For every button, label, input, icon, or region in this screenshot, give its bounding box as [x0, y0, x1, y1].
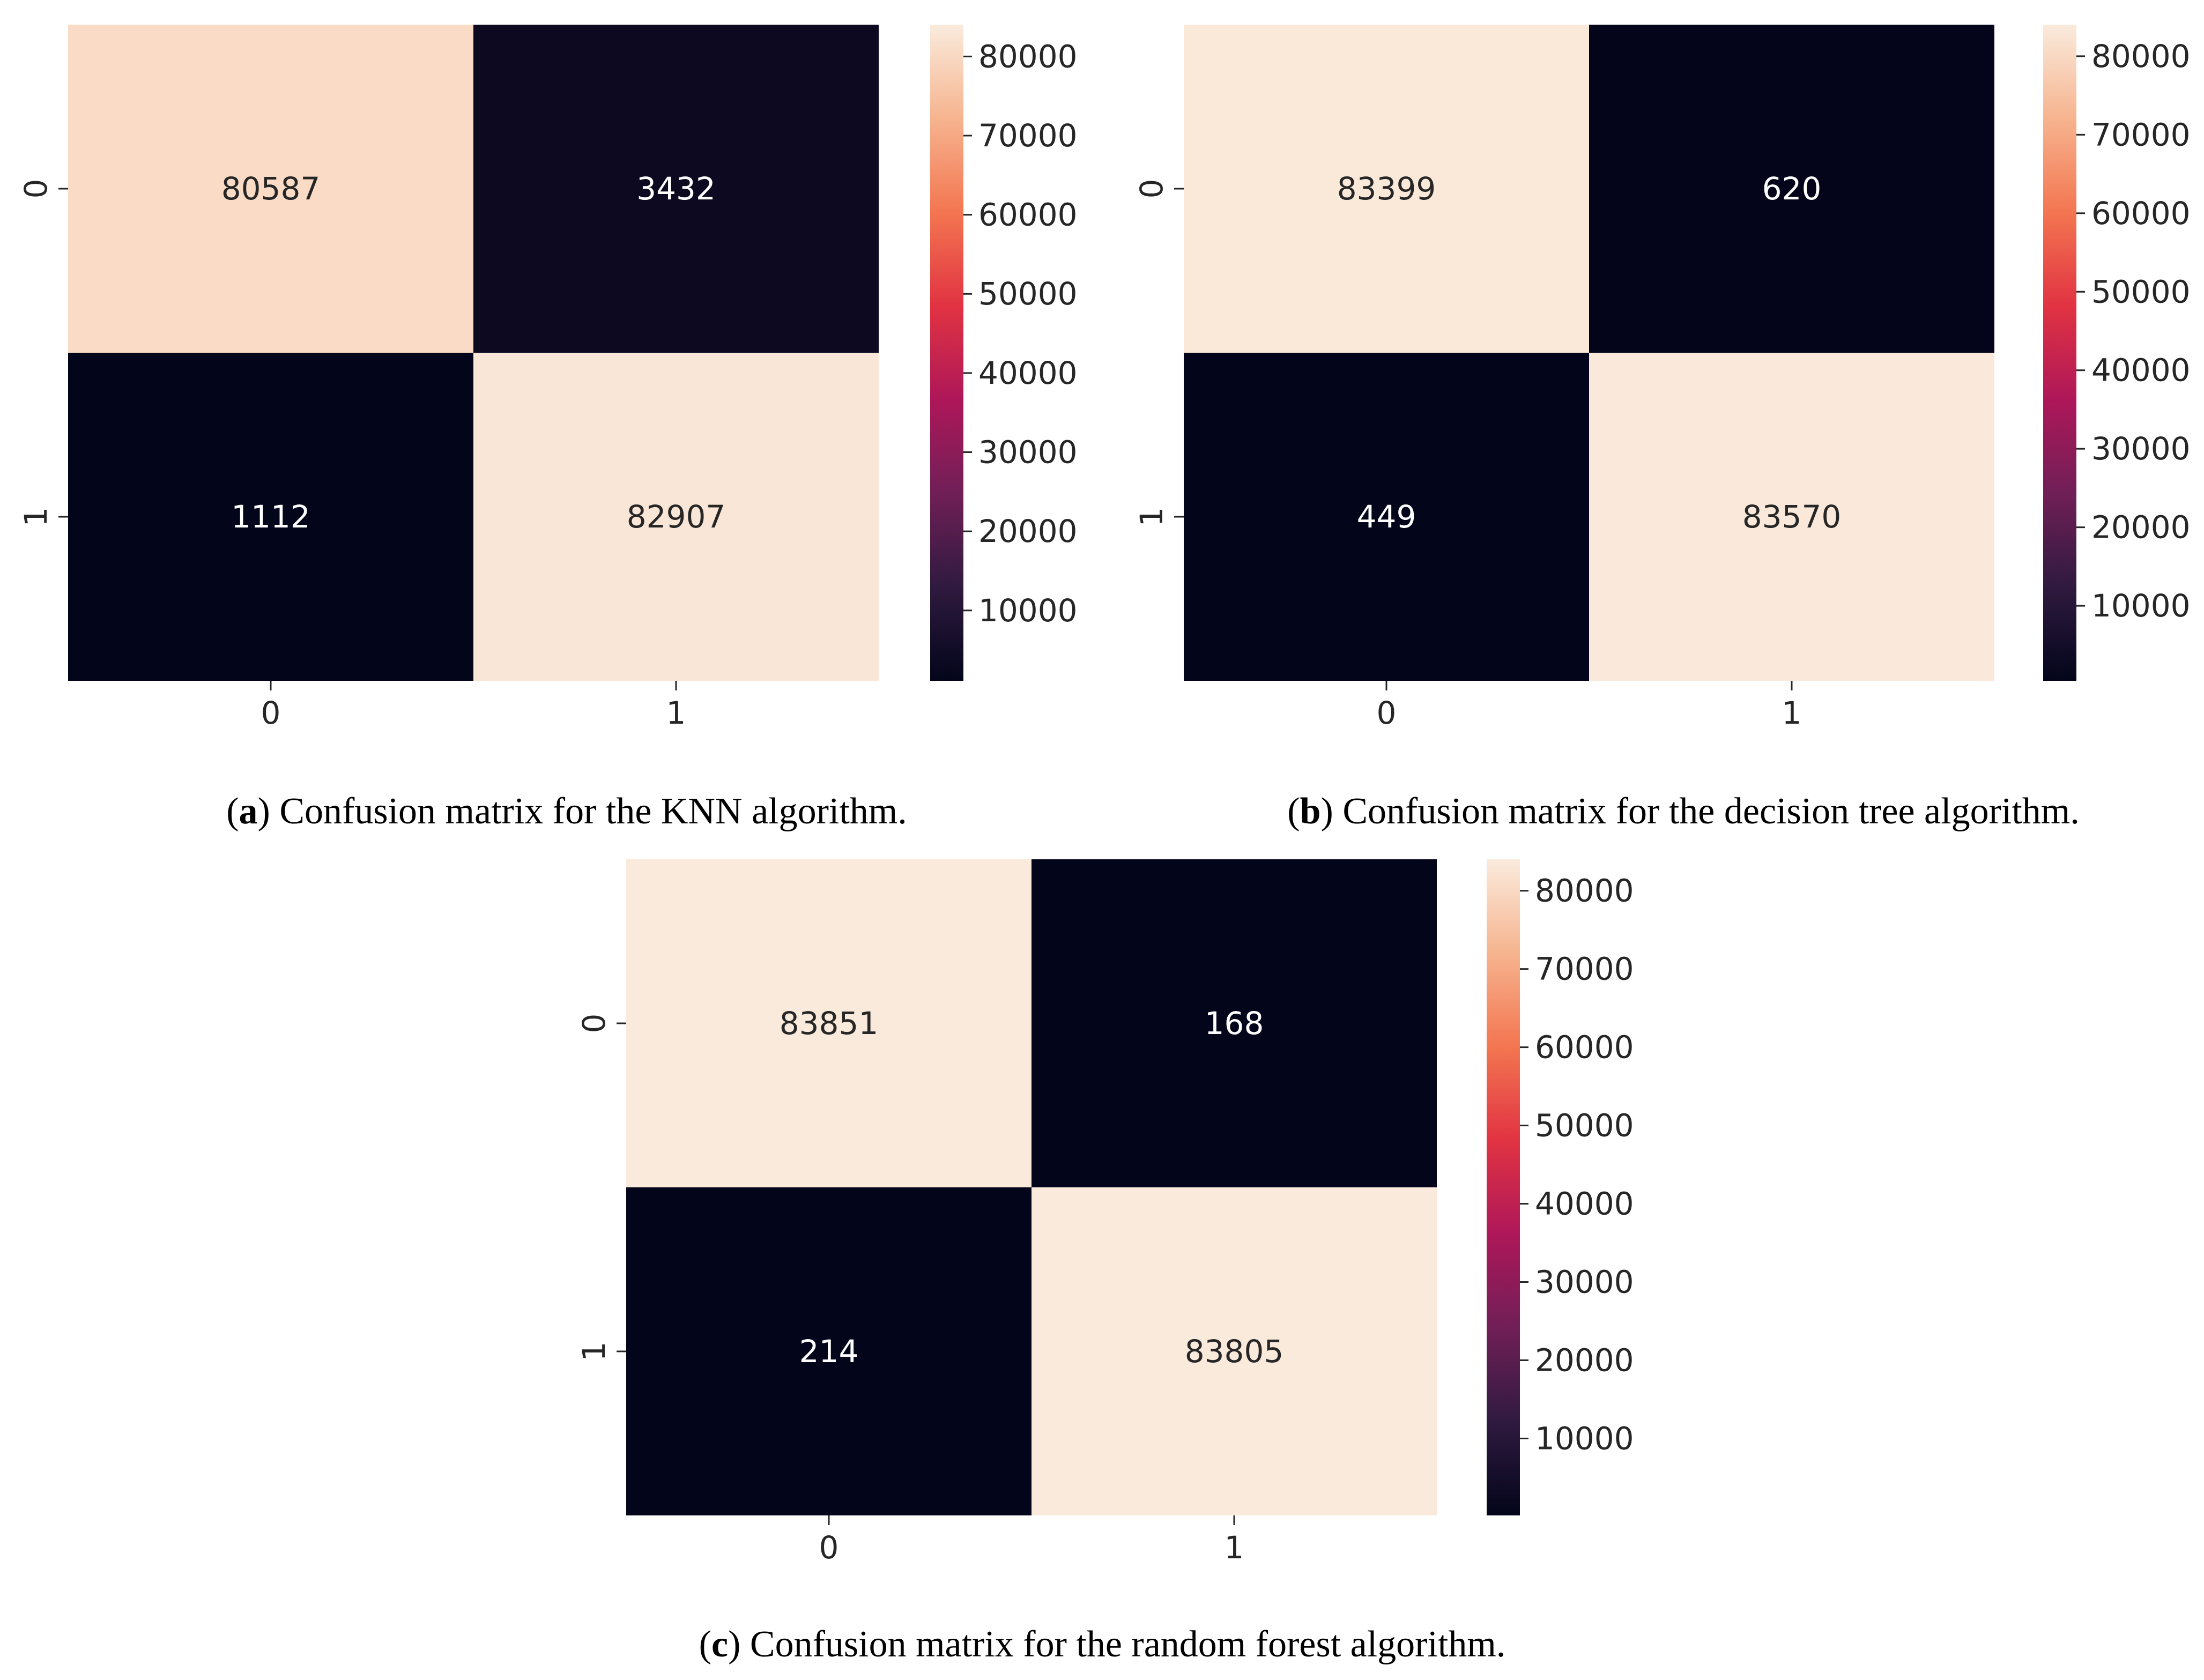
colorbar-tick-label: 80000 — [1535, 873, 1634, 909]
colorbar-tick-label: 40000 — [978, 355, 1078, 391]
colorbar-tick-label: 30000 — [978, 434, 1078, 471]
x-tick-label: 1 — [1225, 1529, 1244, 1566]
colorbar-tick-label: 20000 — [2091, 509, 2191, 546]
heatmap-cell — [68, 25, 473, 353]
cell-value-label: 83399 — [1337, 170, 1436, 207]
heatmap-cell — [1589, 353, 1994, 681]
heatmap-cell — [626, 1187, 1031, 1515]
colorbar-tick-label: 80000 — [2091, 38, 2191, 75]
colorbar-tick-label: 10000 — [1535, 1420, 1634, 1456]
y-tick-label: 1 — [576, 1342, 612, 1362]
y-tick-label: 0 — [18, 179, 54, 199]
colorbar-tick-label: 60000 — [978, 197, 1078, 233]
colorbar — [1487, 859, 1520, 1515]
colorbar-tick-label: 50000 — [1535, 1107, 1634, 1144]
caption-a: (a) Confusion matrix for the KNN algorit… — [226, 791, 907, 832]
x-tick-label: 1 — [666, 695, 686, 731]
colorbar-tick-label: 70000 — [2091, 116, 2191, 153]
cell-value-label: 1112 — [231, 499, 310, 535]
x-tick-label: 0 — [1377, 695, 1397, 731]
colorbar-tick-label: 60000 — [2091, 195, 2191, 232]
caption-c: (c) Confusion matrix for the random fore… — [699, 1624, 1506, 1665]
colorbar-tick-label: 30000 — [2091, 430, 2191, 467]
caption-a-text: Confusion matrix for the KNN algorithm. — [270, 791, 907, 832]
heatmap-cell — [473, 25, 879, 353]
x-tick-label: 0 — [261, 695, 281, 731]
y-tick-label: 1 — [1133, 507, 1170, 527]
caption-b-text: Confusion matrix for the decision tree a… — [1333, 791, 2080, 832]
colorbar — [2043, 25, 2076, 681]
colorbar-tick-label: 60000 — [1535, 1029, 1634, 1066]
heatmap-cell — [626, 859, 1031, 1187]
colorbar-tick-label: 40000 — [2091, 352, 2191, 389]
y-tick-label: 1 — [18, 507, 54, 527]
colorbar-tick-label: 40000 — [1535, 1186, 1634, 1222]
panel-b: 83399 620 449 83570 0 1 0 1 10000 20000 30000 40000… — [1133, 25, 2191, 731]
cell-value-label: 214 — [799, 1333, 859, 1370]
y-tick-label: 0 — [576, 1014, 612, 1034]
cell-value-label: 3432 — [636, 170, 716, 207]
heatmap-cell — [68, 353, 473, 681]
panel-c: 83851 168 214 83805 0 1 0 1 10000 20000 30000 40000… — [576, 859, 1634, 1566]
caption-b: (b) Confusion matrix for the decision tr… — [1287, 791, 2079, 832]
heatmap-cell — [1589, 25, 1994, 353]
heatmap-cell — [1184, 353, 1589, 681]
colorbar-tick-label: 30000 — [1535, 1264, 1634, 1300]
y-tick-label: 0 — [1133, 179, 1170, 199]
heatmap-cell — [473, 353, 879, 681]
cell-value-label: 449 — [1357, 499, 1416, 535]
colorbar-tick-label: 20000 — [978, 513, 1078, 549]
panel-a: 80587 3432 1112 82907 0 1 0 1 10000 20000 30000 400… — [18, 25, 1078, 731]
cell-value-label: 168 — [1205, 1005, 1264, 1042]
heatmap-cell — [1184, 25, 1589, 353]
caption-c-text: Confusion matrix for the random forest a… — [740, 1624, 1505, 1665]
cell-value-label: 83570 — [1742, 499, 1842, 535]
colorbar-tick-label: 10000 — [978, 592, 1078, 629]
colorbar-tick-label: 70000 — [978, 117, 1078, 154]
colorbar-tick-label: 80000 — [978, 38, 1078, 75]
colorbar-tick-label: 10000 — [2091, 588, 2191, 624]
cell-value-label: 620 — [1762, 170, 1822, 207]
colorbar-tick-label: 70000 — [1535, 951, 1634, 987]
cell-value-label: 83851 — [780, 1005, 879, 1042]
x-tick-label: 1 — [1782, 695, 1802, 731]
colorbar — [930, 25, 963, 681]
heatmap-cell — [1031, 1187, 1437, 1515]
cell-value-label: 80587 — [221, 170, 321, 207]
colorbar-tick-label: 50000 — [2091, 273, 2191, 310]
caption-a-letter: a — [239, 791, 258, 832]
colorbar-tick-label: 50000 — [978, 276, 1078, 312]
cell-value-label: 83805 — [1185, 1333, 1284, 1370]
colorbar-tick-label: 20000 — [1535, 1342, 1634, 1379]
caption-c-letter: c — [711, 1624, 728, 1665]
caption-b-letter: b — [1300, 791, 1321, 832]
x-tick-label: 0 — [819, 1529, 839, 1566]
cell-value-label: 82907 — [627, 499, 726, 535]
heatmap-cell — [1031, 859, 1437, 1187]
